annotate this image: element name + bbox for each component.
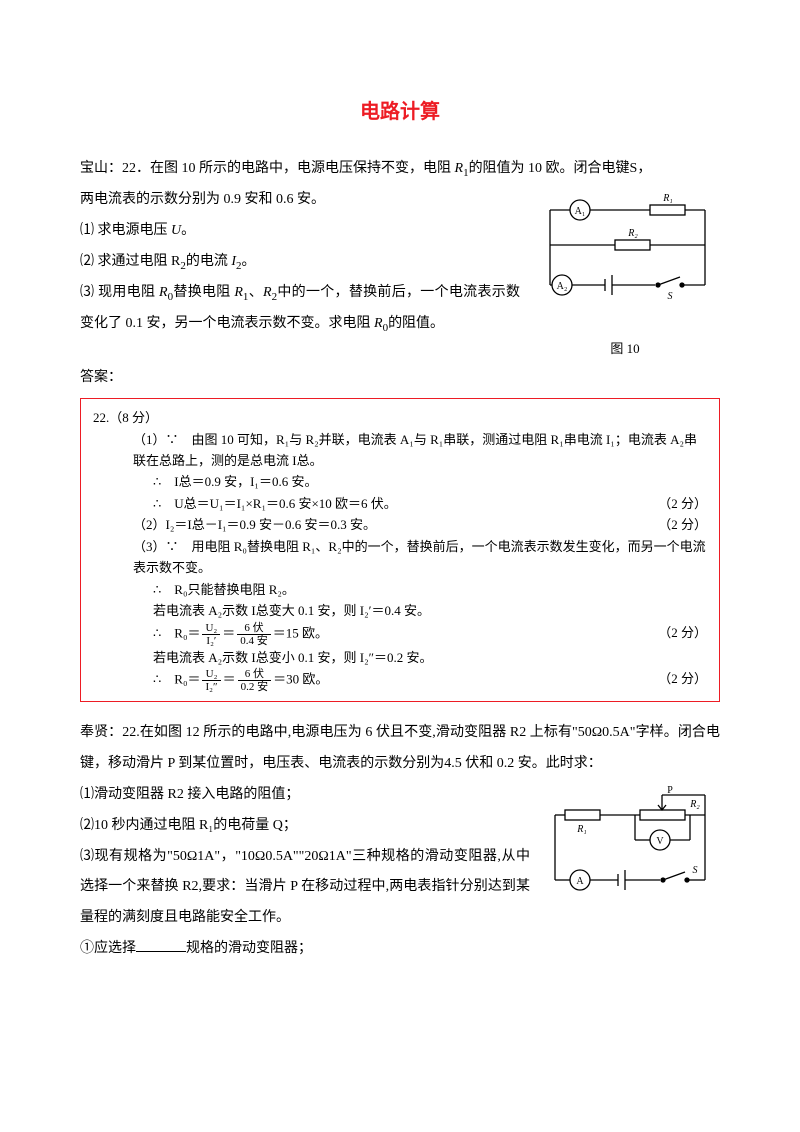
q2: ⑵ 求通过电阻 R2的电流 I2。 — [80, 247, 520, 278]
p2-q2: ⑵10 秒内通过电阻 R₁的电荷量 Q； — [80, 811, 530, 842]
p-label: P — [667, 785, 673, 796]
text: 。 — [181, 223, 195, 238]
text: ⑴ 求电源电压 — [80, 223, 171, 238]
frac: 6 伏0.2 安 — [238, 668, 272, 693]
text: ⑶ 现用电阻 — [80, 285, 159, 300]
var-r1: R — [455, 161, 464, 176]
text: ＝30 欧。 — [273, 672, 328, 687]
problem-1-body: 两电流表的示数分别为 0.9 安和 0.6 安。 ⑴ 求电源电压 U。 ⑵ 求通… — [80, 185, 720, 363]
p2-q1: ⑴滑动变阻器 R2 接入电路的阻值； — [80, 780, 530, 811]
pts-1: （2 分） — [643, 493, 707, 514]
page-title: 电路计算 — [80, 90, 720, 134]
ans-l6: ∴ R₀只能替换电阻 R₂。 — [93, 579, 707, 600]
p2-q3a: ①应选择 规格的滑动变阻器； — [80, 934, 530, 965]
text: ∴ R₀＝ — [153, 672, 200, 687]
ans-l10: ∴ R₀＝U₂I₂″＝6 伏0.2 安＝30 欧。 — [93, 668, 328, 693]
var-r0b: R — [374, 316, 383, 331]
text: 的阻值。 — [388, 316, 444, 331]
ans-l2: ∴ I总＝0.9 安，I₁＝0.6 安。 — [93, 471, 707, 492]
answer-label: 答案： — [80, 363, 720, 394]
text: ①应选择 — [80, 941, 136, 956]
text: 宝山：22．在图 10 所示的电路中，电源电压保持不变，电阻 — [80, 161, 455, 176]
a2-label: A₂ — [557, 281, 568, 292]
s-label: S — [668, 291, 673, 302]
spacer — [80, 702, 720, 718]
line: 两电流表的示数分别为 0.9 安和 0.6 安。 — [80, 185, 520, 216]
v-label: V — [656, 836, 664, 847]
problem-2-body: ⑴滑动变阻器 R2 接入电路的阻值； ⑵10 秒内通过电阻 R₁的电荷量 Q； … — [80, 780, 720, 965]
ans-l7: 若电流表 A₂示数 I总变大 0.1 安，则 I₂′＝0.4 安。 — [93, 600, 707, 621]
ans-l8: ∴ R₀＝U₂I₂′＝6 伏0.4 安＝15 欧。 — [93, 622, 328, 647]
frac: 6 伏0.4 安 — [237, 622, 271, 647]
p2-q3: ⑶现有规格为"50Ω1A"，"10Ω0.5A""20Ω1A"三种规格的滑动变阻器… — [80, 842, 530, 934]
text: 的电流 — [186, 254, 232, 269]
r1-label: R₁ — [576, 824, 587, 835]
pts-2: （2 分） — [643, 514, 707, 535]
frac: U₂I₂″ — [202, 668, 220, 693]
problem-1-intro: 宝山：22．在图 10 所示的电路中，电源电压保持不变，电阻 R1的阻值为 10… — [80, 154, 720, 185]
problem-2-intro: 奉贤：22.在如图 12 所示的电路中,电源电压为 6 伏且不变,滑动变阻器 R… — [80, 718, 720, 780]
var-r2b: R — [263, 285, 272, 300]
var-r1b: R — [234, 285, 243, 300]
text: 规格的滑动变阻器； — [186, 941, 312, 956]
ans-l5: （3）∵ 用电阻 R₀替换电阻 R₁、R₂中的一个，替换前后，一个电流表示数发生… — [93, 536, 707, 579]
blank-field — [136, 937, 186, 952]
text: 、 — [248, 285, 263, 300]
pts-4: （2 分） — [643, 668, 707, 693]
ans-l9: 若电流表 A₂示数 I总变小 0.1 安，则 I₂″＝0.2 安。 — [93, 647, 707, 668]
circuit-1-svg: A₁ R₁ R₂ A₂ S — [530, 190, 720, 320]
q1: ⑴ 求电源电压 U。 — [80, 216, 520, 247]
ans-l1: （1）∵ 由图 10 可知，R₁与 R₂并联，电流表 A₁与 R₁串联，测通过电… — [93, 429, 707, 472]
figure-10-caption: 图 10 — [530, 335, 720, 364]
text: ＝ — [222, 625, 235, 640]
var-u: U — [171, 223, 181, 238]
q3: ⑶ 现用电阻 R0替换电阻 R1、R2中的一个，替换前后，一个电流表示数变化了 … — [80, 278, 520, 340]
r2-label: R₂ — [627, 228, 638, 239]
ans-head: 22.（8 分） — [93, 407, 707, 428]
a1-label: A₁ — [575, 206, 586, 217]
text: 。 — [242, 254, 256, 269]
text: ∴ R₀＝ — [153, 625, 200, 640]
r2-label: R₂ — [689, 799, 700, 810]
a-label: A — [576, 876, 584, 887]
ans-l4: （2）I₂＝I总－I₁＝0.9 安－0.6 安＝0.3 安。 — [93, 514, 376, 535]
s-label: S — [693, 865, 698, 876]
circuit-diagram-1: A₁ R₁ R₂ A₂ S 图 10 — [520, 185, 720, 363]
problem-1-text: 两电流表的示数分别为 0.9 安和 0.6 安。 ⑴ 求电源电压 U。 ⑵ 求通… — [80, 185, 520, 340]
text: ⑵ 求通过电阻 R — [80, 254, 180, 269]
text: 的阻值为 10 欧。闭合电键S， — [469, 161, 652, 176]
ans-l3: ∴ U总＝U₁＝I₁×R₁＝0.6 安×10 欧＝6 伏。 — [93, 493, 397, 514]
frac: U₂I₂′ — [202, 622, 220, 647]
text: ＝15 欧。 — [273, 625, 328, 640]
document-page: 电路计算 宝山：22．在图 10 所示的电路中，电源电压保持不变，电阻 R1的阻… — [0, 0, 800, 1005]
var-r0: R — [159, 285, 168, 300]
circuit-2-svg: R₁ R₂ P V A S — [540, 785, 720, 905]
problem-2-text: ⑴滑动变阻器 R2 接入电路的阻值； ⑵10 秒内通过电阻 R₁的电荷量 Q； … — [80, 780, 530, 965]
pts-3: （2 分） — [643, 622, 707, 647]
r1-label: R₁ — [662, 193, 673, 204]
answer-box: 22.（8 分） （1）∵ 由图 10 可知，R₁与 R₂并联，电流表 A₁与 … — [80, 398, 720, 702]
circuit-diagram-2: R₁ R₂ P V A S — [530, 780, 720, 918]
text: 替换电阻 — [173, 285, 234, 300]
text: ＝ — [223, 672, 236, 687]
